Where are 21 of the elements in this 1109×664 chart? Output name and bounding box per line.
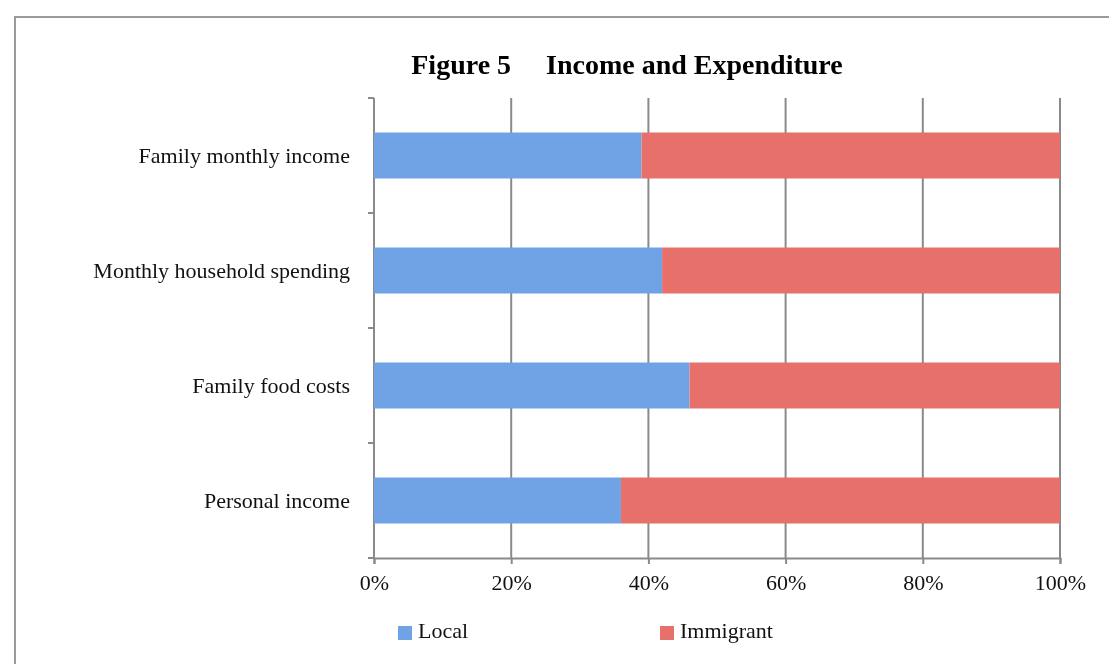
bar [374, 247, 663, 294]
y-tick-label: Family food costs [192, 373, 350, 399]
x-tick-label: 100% [1034, 569, 1087, 595]
bar [374, 132, 642, 179]
legend-label: Local [418, 618, 469, 643]
y-tick-label: Monthly household spending [93, 258, 350, 284]
bar [689, 362, 1060, 409]
x-tick-label: 80% [903, 569, 944, 595]
bar [662, 247, 1060, 294]
x-tick-label: 60% [765, 569, 807, 595]
x-tick-label: 20% [491, 569, 532, 595]
bar [374, 362, 690, 409]
y-tick-label: Personal income [203, 488, 350, 514]
bar [374, 477, 621, 524]
bar [620, 477, 1060, 524]
x-tick-label: 0% [359, 569, 390, 595]
bar [641, 132, 1060, 179]
chart-title: Figure 5 Income and Expenditure [411, 49, 843, 80]
legend-label: Immigrant [680, 618, 773, 643]
x-tick-label: 40% [628, 569, 670, 595]
y-tick-label: Family monthly income [138, 143, 350, 169]
